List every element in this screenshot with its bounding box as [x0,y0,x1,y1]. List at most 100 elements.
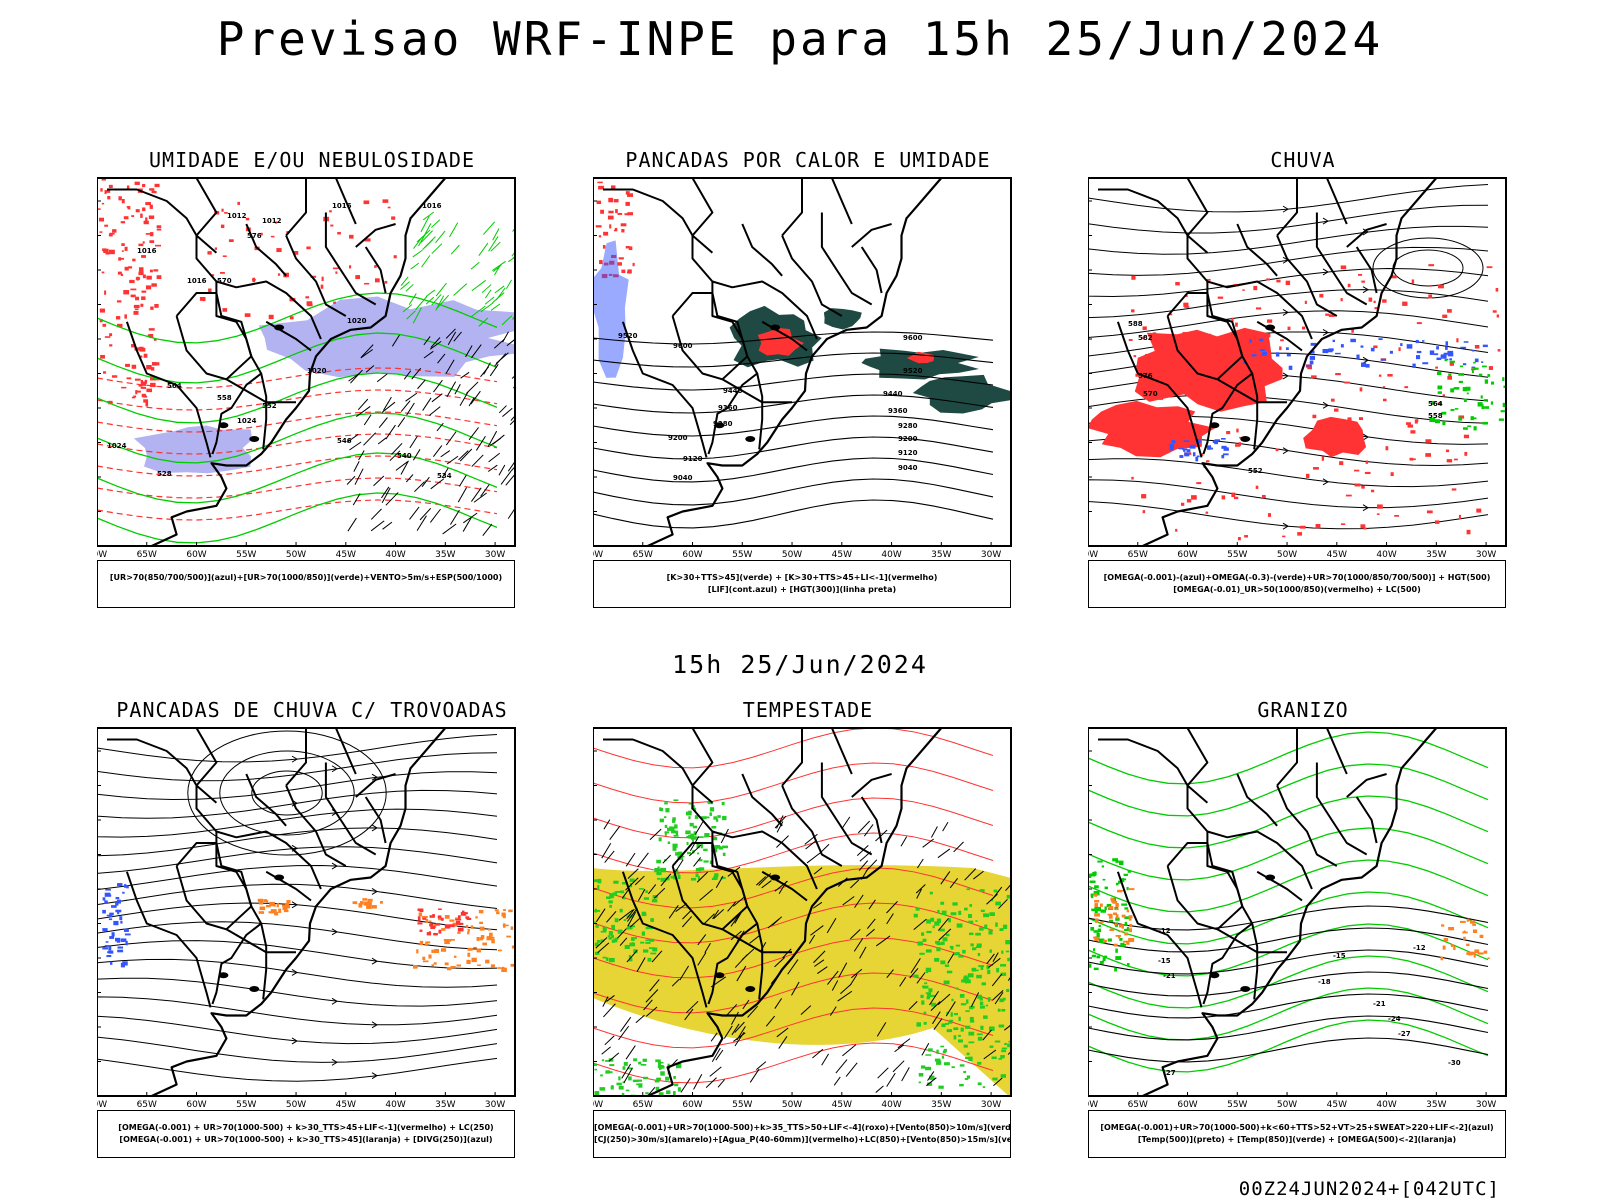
wind-850-area-green [969,904,973,907]
wind-vector-green [431,219,441,228]
omega-area-orange [1129,888,1135,891]
contour-label: 570 [1143,390,1158,398]
wind-vector [705,1077,717,1088]
country-border [225,378,296,404]
thickness-contour-red [105,252,110,255]
rain-area-red [1221,495,1226,500]
wind-850-area-green [929,891,933,895]
thickness-contour-red [151,190,156,194]
instability-area-red [595,225,602,228]
wind-850-area-green [950,946,954,950]
contour-label: -21 [1163,972,1176,980]
thunderstorm-area-orange [471,957,477,963]
wind-850-area-green [971,967,977,971]
rain-area-red [1140,429,1144,434]
wind-vector [723,1025,733,1039]
wind-850-area-green [639,888,644,890]
rain-area-red [1255,307,1262,310]
wind-850-area-green [916,1022,921,1027]
thunderstorm-area-orange [444,962,449,966]
panel-tempestade: TEMPESTADE 12S15S18S21S24S27S30S33S36S39… [593,698,1023,1188]
wind-vector-green [484,296,495,305]
thunderstorm-area-red [438,929,442,934]
wind-850-area-green [672,843,678,848]
temp-850-contour-green [1096,955,1101,959]
wind-850-area-green [697,852,700,855]
omega-area-green [1454,408,1459,410]
streamline [97,808,498,838]
temp-500-contour-black [1088,1015,1489,1041]
temp-850-contour-green [1088,873,1092,878]
wind-vector [357,398,369,411]
thickness-contour-red [133,310,139,315]
rain-area-red [1255,336,1260,340]
thunderstorm-area-red [455,920,461,925]
wind-vector-green [400,276,409,287]
wind-850-area-green [981,982,987,986]
divergence-area-blue [102,928,108,932]
wind-850-area-green [651,899,658,903]
instability-area-red [627,269,632,274]
wind-850-area-green [656,859,662,864]
wind-vector [886,913,894,925]
country-border [781,235,843,317]
wind-850-area-green [948,917,951,923]
wind-vector [403,370,412,380]
thickness-contour-red [151,362,157,366]
omega-area-orange [1113,943,1118,947]
contour-label: 1020 [347,317,367,325]
wind-850-area-green [610,893,615,898]
country-border [1236,223,1278,277]
wind-vector [493,338,506,349]
thickness-contour-red [134,181,140,185]
wind-850-area-green [1001,1008,1006,1012]
rain-area-red [1206,460,1210,463]
wind-vector [350,369,363,384]
wind-vector [510,465,515,472]
streamline-arrowhead [1282,447,1289,455]
rain-area-red [1205,511,1209,514]
temp-850-contour-green [1112,858,1119,862]
omega-area-green [1482,421,1488,425]
divergence-area-blue [125,940,128,946]
legend-line-1: [OMEGA(-0.001)+UR>70(1000-500)+k>35_TTS>… [594,1123,1010,1132]
wind-vector [821,1053,830,1066]
country-border [830,178,853,225]
country-border [364,246,387,294]
contour-label: 9440 [883,390,903,398]
wind-850-area-green [601,1059,605,1062]
wind-vector [609,825,621,841]
omega-area-blue [1443,352,1450,355]
wind-vector [937,918,949,931]
rain-area-red [1361,280,1366,283]
temp-850-contour-green [1096,933,1100,938]
wind-850-area-green [1001,1049,1007,1053]
wind-850-area-green [930,917,935,922]
wind-850-area-green [997,1008,1001,1012]
streamline-arrowhead [1282,308,1289,316]
omega-area-orange [1115,914,1119,919]
lake-marker [714,972,725,979]
omega-area-orange [1094,893,1097,897]
rain-area-red [1141,420,1145,424]
wind-850-area-green [963,1044,968,1048]
divergence-area-blue [122,891,125,894]
omega-area-orange [1483,950,1488,954]
rain-area-red [1358,273,1363,276]
divergence-area-blue [120,938,127,942]
omega-area-green [1490,381,1495,385]
lake-marker [1240,436,1251,443]
wind-850-area-green [695,868,702,872]
thickness-contour-red [107,195,111,200]
wind-850-area-green [987,969,991,975]
country-border [1315,762,1368,856]
wind-vector-green [408,293,417,306]
wind-vector [365,365,375,373]
streamline [97,977,498,1007]
thickness-contour-dashed [97,367,498,389]
divergence-area-blue [115,909,122,913]
rain-area-red [1488,366,1494,370]
rain-area-red [1275,448,1279,452]
omega-area-blue [1380,358,1386,361]
